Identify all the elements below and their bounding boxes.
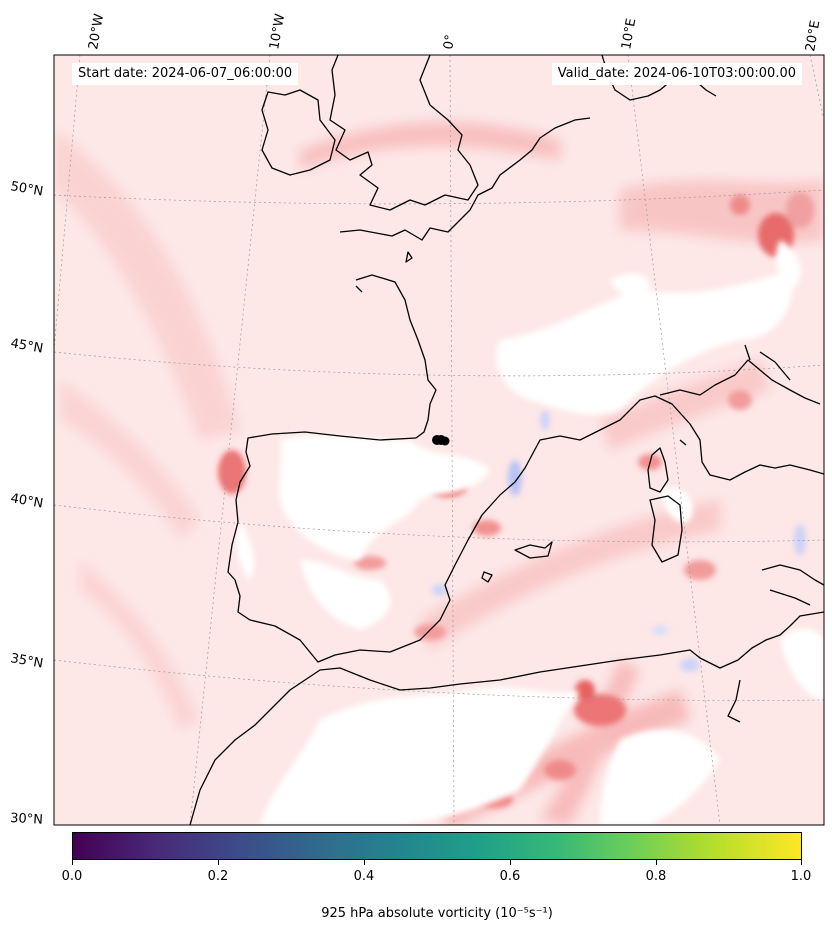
colorbar-title: 925 hPa absolute vorticity (10⁻⁵s⁻¹) [321, 906, 553, 921]
colorbar-tick-label: 0.2 [207, 869, 229, 884]
colorbar-tick-label: 0.6 [499, 869, 521, 884]
colorbar-tick-label: 1.0 [790, 869, 812, 884]
lat-label-45n: 45°N [9, 336, 44, 356]
lat-label-40n: 40°N [9, 491, 44, 511]
lon-label-20w: 20°W [86, 13, 107, 51]
graticule [54, 55, 824, 825]
colorbar-tick [801, 860, 802, 865]
lat-labels: 50°N 45°N 40°N 35°N 30°N [9, 179, 44, 828]
colorbar-tick [218, 860, 219, 865]
colorbar-tick [72, 860, 73, 865]
lon-label-20e: 20°E [803, 19, 823, 52]
lat-label-50n: 50°N [9, 179, 44, 199]
lat-label-30n: 30°N [10, 811, 44, 828]
colorbar-tick [656, 860, 657, 865]
colorbar [72, 832, 802, 860]
lat-label-35n: 35°N [9, 651, 44, 671]
location-marker [432, 435, 450, 446]
coastlines [189, 55, 824, 825]
colorbar-tick-label: 0.8 [645, 869, 667, 884]
lon-labels: 20°W 10°W 0° 10°E 20°E [86, 13, 823, 53]
lon-label-10w: 10°W [267, 13, 288, 51]
vorticity-field [54, 55, 824, 825]
lon-label-0: 0° [441, 34, 458, 51]
start-date-label: Start date: 2024-06-07_06:00:00 [72, 63, 299, 85]
colorbar-tick-label: 0.4 [353, 869, 375, 884]
colorbar-tick [364, 860, 365, 865]
colorbar-tick-label: 0.0 [61, 869, 83, 884]
colorbar-tick [510, 860, 511, 865]
lon-label-10e: 10°E [619, 17, 639, 50]
map-frame [53, 54, 825, 826]
valid-date-label: Valid_date: 2024-06-10T03:00:00.00 [551, 63, 802, 85]
